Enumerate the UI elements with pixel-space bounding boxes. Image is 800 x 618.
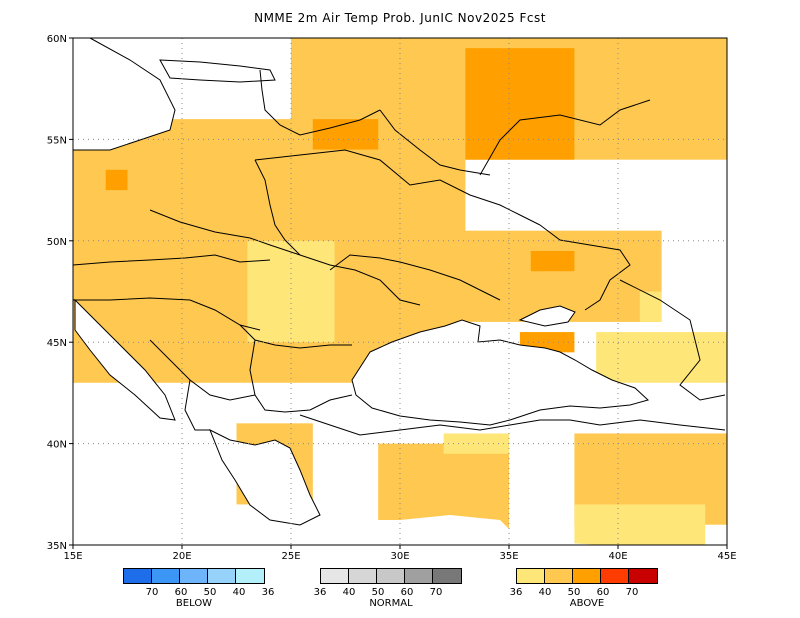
legend-normal-swatch-70 <box>433 569 461 583</box>
lat-label: 50N <box>47 237 67 248</box>
legend-normal-tick: 70 <box>429 587 443 598</box>
legend-above-swatch-50 <box>573 569 601 583</box>
legend-below-ticks: 70 60 50 40 36 <box>123 584 275 598</box>
legend-below-tick: 50 <box>203 587 217 598</box>
axis-labels: 15E 20E 25E 30E 35E 40E 45E 35N 40N 45N 50N 55N 60N <box>47 34 737 562</box>
lon-label: 30E <box>390 551 409 562</box>
lon-label: 40E <box>608 551 627 562</box>
probability-cell <box>247 240 335 343</box>
legend-normal-tick: 36 <box>313 587 327 598</box>
legend-above-ticks: 36 40 50 60 70 <box>510 584 658 598</box>
legend-below-swatch-36 <box>236 569 264 583</box>
sea-areas <box>72 37 649 545</box>
lon-label: 35E <box>499 551 518 562</box>
black-sea <box>351 319 649 426</box>
legend-below: 70 60 50 40 36 BELOW <box>123 568 275 609</box>
legend-above: 36 40 50 60 70 ABOVE <box>510 568 658 609</box>
lon-label: 45E <box>717 551 736 562</box>
legend-normal-swatch-36 <box>321 569 349 583</box>
map-title: NMME 2m Air Temp Prob. JunIC Nov2025 Fcs… <box>254 11 546 25</box>
legend-above-tick: 60 <box>596 587 610 598</box>
country-borders <box>72 69 726 436</box>
gulf-of-finland <box>159 59 276 83</box>
probability-cell <box>465 48 575 160</box>
aegean-sea <box>209 428 321 526</box>
legend-below-tick: 36 <box>261 587 275 598</box>
legend-above-tick: 40 <box>538 587 552 598</box>
legend-below-swatch-40 <box>208 569 236 583</box>
probability-cell <box>334 230 662 322</box>
lat-label: 40N <box>47 440 67 451</box>
lon-label: 15E <box>63 551 82 562</box>
legend-normal-swatch-40 <box>349 569 377 583</box>
legend-normal-swatches <box>320 568 462 584</box>
lon-label: 25E <box>281 551 300 562</box>
legend-normal-tick: 60 <box>400 587 414 598</box>
gridlines <box>73 38 727 545</box>
legend-above-swatch-36 <box>517 569 545 583</box>
baltic-sea <box>72 37 176 151</box>
probability-cell <box>443 433 509 454</box>
legend-below-tick: 60 <box>174 587 188 598</box>
legend-below-swatch-60 <box>152 569 180 583</box>
probability-cell <box>639 291 662 322</box>
legend-above-tick: 70 <box>625 587 639 598</box>
legend-above-swatch-60 <box>601 569 629 583</box>
lat-label: 60N <box>47 34 67 45</box>
legend-below-swatch-70 <box>124 569 152 583</box>
legend-normal-ticks: 36 40 50 60 70 <box>314 584 462 598</box>
legend-normal-name: NORMAL <box>369 598 413 609</box>
probability-cell <box>574 504 706 545</box>
legend-below-tick: 70 <box>145 587 159 598</box>
legend-above-name: ABOVE <box>569 598 605 609</box>
probability-cell <box>105 169 128 191</box>
legend-above-swatch-40 <box>545 569 573 583</box>
lat-label: 55N <box>47 135 67 146</box>
legend-below-swatches <box>123 568 265 584</box>
legend-normal: 36 40 50 60 70 NORMAL <box>314 568 462 609</box>
lat-label: 35N <box>47 541 67 552</box>
legend-above-tick: 50 <box>567 587 581 598</box>
legend-normal-tick: 50 <box>371 587 385 598</box>
legend-above-tick: 36 <box>509 587 523 598</box>
adriatic-sea <box>74 298 176 421</box>
mediterranean-sea <box>73 440 600 545</box>
lat-label: 45N <box>47 338 67 349</box>
probability-cell <box>530 250 575 272</box>
legend-above-swatches <box>516 568 658 584</box>
legend-normal-tick: 40 <box>342 587 356 598</box>
legend-normal-swatch-60 <box>405 569 433 583</box>
legend-below-swatch-50 <box>180 569 208 583</box>
legend-below-name: BELOW <box>175 598 213 609</box>
legend-normal-swatch-50 <box>377 569 405 583</box>
legend-above-swatch-70 <box>629 569 657 583</box>
legend-below-tick: 40 <box>232 587 246 598</box>
sea-of-azov <box>518 305 576 327</box>
lon-label: 20E <box>172 551 191 562</box>
probability-cell <box>596 332 727 383</box>
